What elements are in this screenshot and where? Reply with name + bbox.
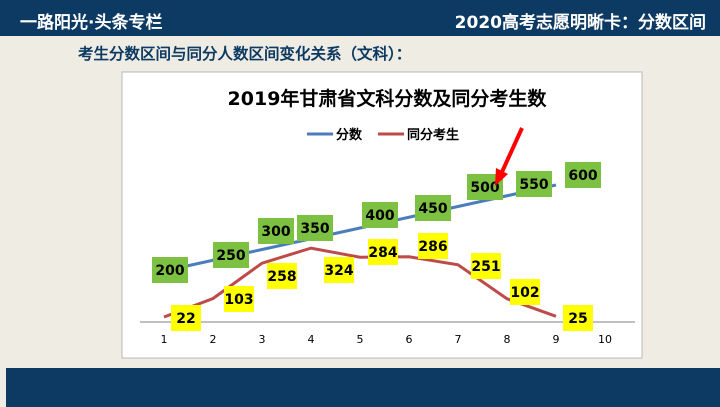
data-label: 250	[213, 242, 249, 268]
data-label: 258	[267, 263, 297, 289]
header-title: 2020高考志愿明晰卡：分数区间	[454, 13, 706, 33]
legend-label-count: 同分考生	[407, 127, 459, 143]
svg-text:350: 350	[300, 221, 329, 237]
svg-text:102: 102	[510, 285, 539, 301]
svg-text:500: 500	[470, 180, 499, 196]
data-label: 324	[324, 257, 354, 283]
header-bar: 一路阳光·头条专栏 2020高考志愿明晰卡：分数区间	[0, 0, 720, 36]
x-tick-label: 4	[308, 333, 315, 346]
column-name: 一路阳光·头条专栏	[20, 13, 163, 33]
svg-text:300: 300	[261, 224, 290, 240]
svg-text:200: 200	[155, 263, 184, 279]
x-tick-label: 1	[161, 333, 168, 346]
x-tick-label: 8	[504, 333, 511, 346]
red-arrow-annotation	[495, 127, 524, 186]
svg-text:400: 400	[365, 208, 394, 224]
legend: 分数 同分考生	[307, 127, 459, 143]
svg-text:22: 22	[176, 311, 195, 327]
legend-label-score: 分数	[336, 127, 363, 143]
svg-text:284: 284	[368, 245, 397, 261]
data-label: 350	[297, 215, 333, 241]
x-tick-label: 9	[553, 333, 560, 346]
data-label: 284	[368, 239, 398, 265]
data-label: 22	[171, 305, 201, 331]
data-label: 300	[258, 218, 294, 244]
data-label: 286	[418, 233, 448, 259]
x-tick-label: 5	[357, 333, 364, 346]
svg-text:450: 450	[418, 201, 447, 217]
footer-bar	[6, 368, 720, 407]
data-label: 103	[224, 286, 254, 312]
svg-text:600: 600	[568, 168, 597, 184]
x-tick-label: 2	[210, 333, 217, 346]
data-label: 400	[362, 202, 398, 228]
x-tick-label: 10	[598, 333, 612, 346]
svg-text:250: 250	[216, 248, 245, 264]
svg-text:103: 103	[224, 292, 253, 308]
data-label: 25	[563, 305, 593, 331]
x-tick-label: 3	[259, 333, 266, 346]
chart-title: 2019年甘肃省文科分数及同分考生数	[228, 87, 548, 110]
data-label: 102	[510, 279, 540, 305]
x-tick-label: 7	[455, 333, 462, 346]
data-label: 550	[516, 171, 552, 197]
svg-text:550: 550	[519, 177, 548, 193]
data-label: 600	[565, 162, 601, 188]
svg-text:25: 25	[568, 311, 587, 327]
svg-text:286: 286	[418, 239, 447, 255]
svg-text:258: 258	[267, 269, 296, 285]
data-label: 450	[415, 195, 451, 221]
data-label: 200	[152, 257, 188, 283]
data-label: 251	[471, 253, 501, 279]
section-subtitle: 考生分数区间与同分人数区间变化关系（文科）：	[78, 45, 412, 63]
svg-text:251: 251	[471, 259, 500, 275]
x-tick-label: 6	[406, 333, 413, 346]
svg-text:324: 324	[324, 263, 353, 279]
